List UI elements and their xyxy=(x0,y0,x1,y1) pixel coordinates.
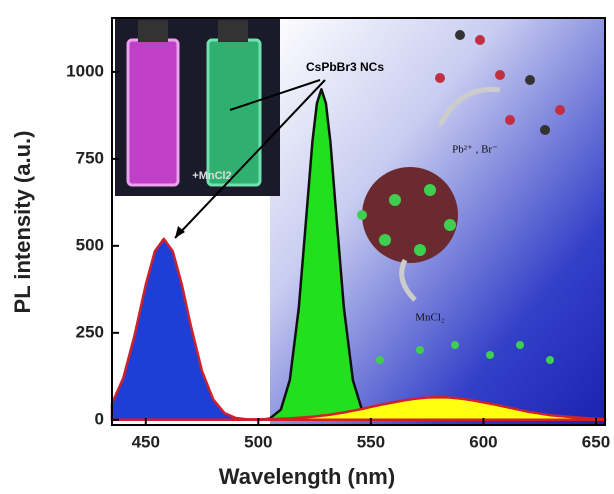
annotation: MnCl₂ xyxy=(415,312,445,324)
y-tick-label: 500 xyxy=(76,235,104,254)
x-tick-label: 650 xyxy=(582,432,610,451)
annotation: Pb²⁺ , Br⁻ xyxy=(452,144,498,156)
x-tick-label: 500 xyxy=(244,432,272,451)
x-tick-label: 600 xyxy=(469,432,497,451)
y-axis-label: PL intensity (a.u.) xyxy=(10,131,35,314)
annotation: CsPbBr3 NCs xyxy=(306,60,384,74)
y-tick-label: 0 xyxy=(95,409,104,428)
chart: +MnCl2 CsPbBr3 NCs Pb²⁺ , Br⁻ MnCl₂ Wave… xyxy=(0,0,614,494)
x-tick-label: 550 xyxy=(357,432,385,451)
y-tick-label: 750 xyxy=(76,148,104,167)
x-tick-label: 450 xyxy=(132,432,160,451)
annotation: +MnCl2 xyxy=(192,170,231,182)
y-tick-label: 250 xyxy=(76,322,104,341)
x-axis-label: Wavelength (nm) xyxy=(219,464,395,489)
y-tick-label: 1000 xyxy=(66,61,104,80)
